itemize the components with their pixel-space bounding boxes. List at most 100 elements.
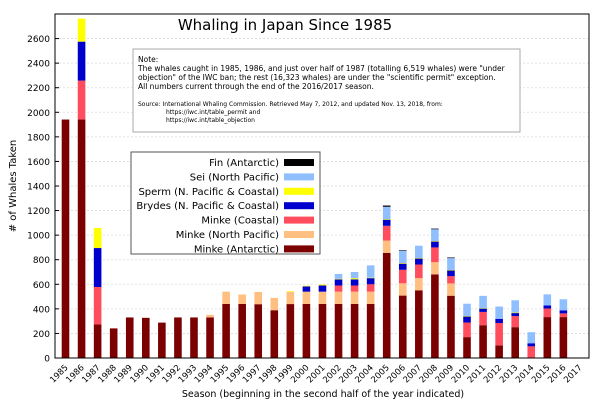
axes-layer <box>54 13 590 359</box>
y-tick-labels: 0 200 400 600 800 1000 1200 1400 1600 1800 2000 220… <box>27 35 50 364</box>
bar-segment <box>206 317 214 358</box>
bar-segment <box>479 325 487 358</box>
bar-segment <box>495 318 503 323</box>
bar-segment <box>559 310 568 314</box>
bar-segment <box>415 278 423 291</box>
bar-segment <box>350 291 359 304</box>
bar-segment <box>286 304 295 358</box>
bar-segment <box>511 327 519 358</box>
bar-segment <box>142 317 150 358</box>
y-axis-label: # of Whales Taken <box>8 140 19 233</box>
bar-segment <box>431 241 439 248</box>
bar-segment <box>463 322 471 338</box>
legend-swatch <box>284 231 314 238</box>
x-tick-labels: 1985198619871988198919901991199219931994… <box>48 363 584 385</box>
note-source: Source: International Whaling Commission… <box>138 101 443 108</box>
bar-segment <box>543 317 552 358</box>
bar-segment <box>318 284 327 286</box>
x-tick-label: 2017 <box>562 363 584 385</box>
bar-segment <box>366 284 375 292</box>
bar-segment <box>479 295 487 309</box>
bar-segment <box>543 305 552 309</box>
y-tick-label: 2000 <box>27 109 50 119</box>
note-heading: Note: <box>138 55 158 64</box>
legend-label: Sperm (N. Pacific & Coastal) <box>138 187 279 198</box>
bar-segment <box>382 252 391 358</box>
y-tick-label: 2200 <box>27 84 50 94</box>
bar-segment <box>93 286 102 325</box>
bar-segment <box>463 316 471 323</box>
note-line: The whales caught in 1985, 1986, and jus… <box>137 64 506 73</box>
bar-segment <box>334 273 343 279</box>
bar-segment <box>77 80 86 120</box>
bar-segment <box>350 272 359 279</box>
bar-segment <box>222 291 230 304</box>
bar-segment <box>174 317 182 358</box>
bar-segment <box>318 303 327 358</box>
bar-segment <box>334 279 343 286</box>
bar-segment <box>511 300 519 313</box>
legend-swatch <box>284 216 314 224</box>
bar-segment <box>254 291 263 305</box>
bar-segment <box>222 303 230 358</box>
y-tick-label: 1000 <box>27 232 50 242</box>
bar-segment <box>366 278 375 285</box>
y-tick-label: 1200 <box>27 207 50 217</box>
bar-segment <box>109 328 118 358</box>
bar-segment <box>463 337 471 358</box>
bar-segment <box>398 263 407 270</box>
legend-label: Sei (North Pacific) <box>190 172 279 183</box>
bar-segment <box>77 41 86 81</box>
bar-segment <box>511 316 519 328</box>
bar-segment <box>559 299 568 311</box>
bar-segment <box>61 119 70 358</box>
legend-label: Minke (Coastal) <box>201 216 279 227</box>
bar-segment <box>447 269 455 271</box>
bars-layer <box>61 18 568 358</box>
bar-segment <box>495 306 503 319</box>
note-frame <box>132 48 521 133</box>
bar-segment <box>318 285 327 292</box>
legend-items: Fin (Antarctic) Sei (North Pacific) Sperm … <box>136 158 314 255</box>
bar-segment <box>511 312 519 317</box>
legend-label: Minke (North Pacific) <box>176 230 279 241</box>
bar-segment <box>238 294 246 304</box>
bar-segment <box>431 262 439 275</box>
bar-segment <box>398 295 407 358</box>
y-tick-label: 1800 <box>27 133 50 143</box>
bar-segment <box>125 317 134 358</box>
bar-segment <box>77 119 86 358</box>
bar-segment <box>350 279 359 286</box>
bar-segment <box>334 303 343 358</box>
y-tick-label: 2600 <box>27 35 50 45</box>
bar-segment <box>431 247 439 263</box>
bar-segment <box>415 290 423 358</box>
bar-segment <box>366 277 375 279</box>
bar-segment <box>511 312 519 314</box>
bar-segment <box>93 324 102 358</box>
bar-segment <box>334 291 343 304</box>
bar-segment <box>415 245 423 258</box>
bar-segment <box>415 257 423 259</box>
y-tick-label: 1600 <box>27 158 50 168</box>
bar-segment <box>415 264 423 279</box>
bar-segment <box>334 278 343 280</box>
note-box: Note: The whales caught in 1985, 1986, a… <box>132 48 521 133</box>
bar-segment <box>527 346 536 358</box>
bar-segment <box>479 311 487 326</box>
bar-segment <box>350 278 359 280</box>
bar-segment <box>93 248 102 287</box>
bar-segment <box>559 313 568 318</box>
bar-segment <box>447 295 455 358</box>
chart-title: Whaling in Japan Since 1985 <box>178 16 392 34</box>
bar-segment <box>366 291 375 304</box>
bar-segment <box>398 269 407 284</box>
bar-segment <box>190 317 198 358</box>
bar-segment <box>447 283 455 296</box>
bar-segment <box>479 308 487 312</box>
bar-segment <box>431 228 439 242</box>
legend-swatch <box>284 159 314 166</box>
bar-segment <box>366 265 375 278</box>
bar-segment <box>431 274 439 358</box>
